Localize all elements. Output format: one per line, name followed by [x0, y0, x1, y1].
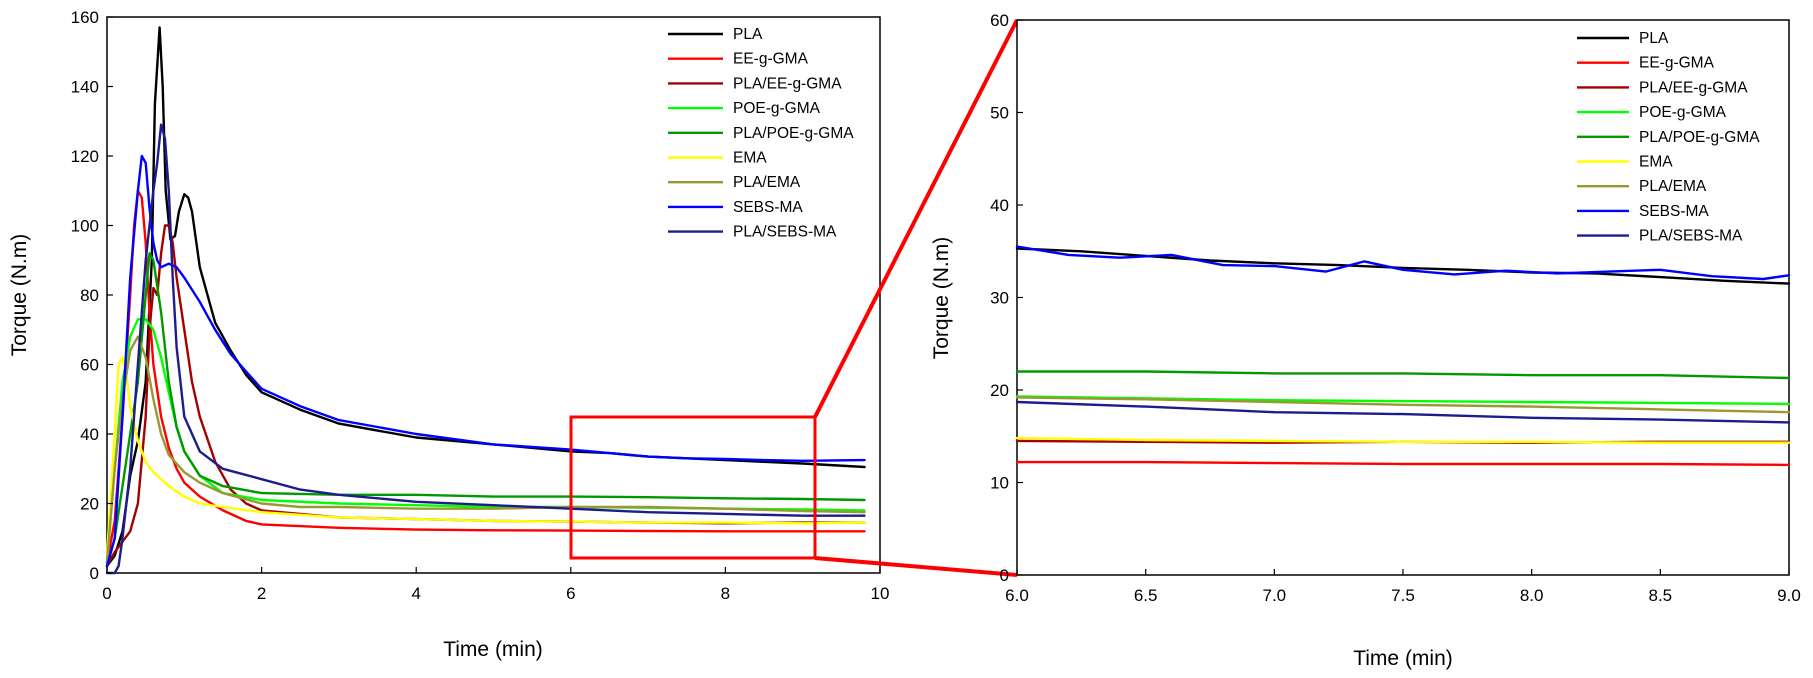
series-line-sebs-ma: [105, 154, 866, 568]
y-tick-label: 20: [80, 495, 99, 514]
zoom-indicator: [569, 19, 1019, 577]
x-tick-label: 7.5: [1391, 586, 1415, 605]
y-tick-label: 120: [71, 147, 99, 166]
y-tick-label: 160: [71, 8, 99, 27]
legend-label: PLA: [733, 26, 763, 43]
series-line-pla-sebs-ma: [1015, 400, 1791, 424]
series-line-pla-sebs-ma: [105, 123, 866, 575]
right-series-group: [1015, 245, 1791, 467]
x-tick-label: 0: [102, 584, 111, 603]
y-tick-label: 80: [80, 286, 99, 305]
right-legend: PLA EE-g-GMA PLA/EE-g-GMA POE-g-GMA PLA/POE-…: [1577, 30, 1760, 245]
legend-label: EMA: [1639, 154, 1673, 171]
zoomed-chart: 0 10 20 30 40 50 60 6.0 6.5 7.0 7.5 8.0 8.5 9.0 Time…: [930, 11, 1801, 670]
x-tick-label: 8.5: [1649, 586, 1673, 605]
series-line-pla-poe-g-gma: [1015, 370, 1791, 380]
zoom-connector-bottom: [814, 556, 1018, 577]
series-line-ema: [1015, 436, 1791, 444]
left-plot-frame: [106, 16, 881, 574]
y-tick-label: 140: [71, 78, 99, 97]
legend-label: PLA/SEBS-MA: [1639, 228, 1743, 245]
right-y-axis-title: Torque (N.m): [930, 237, 953, 360]
x-tick-label: 6: [566, 584, 575, 603]
y-tick-label: 100: [71, 217, 99, 236]
legend-label: EE-g-GMA: [733, 51, 809, 68]
left-y-axis: 0 20 40 60 80 100 120 140 160: [71, 8, 113, 583]
y-tick-label: 0: [90, 564, 99, 583]
y-tick-label: 60: [80, 356, 99, 375]
y-tick-label: 40: [990, 196, 1009, 215]
y-tick-label: 30: [990, 289, 1009, 308]
y-tick-label: 60: [990, 11, 1009, 30]
x-tick-label: 2: [257, 584, 266, 603]
right-x-axis: 6.0 6.5 7.0 7.5 8.0 8.5 9.0: [1005, 569, 1801, 605]
right-plot-frame: [1016, 19, 1790, 576]
legend-label: EE-g-GMA: [1639, 55, 1715, 72]
legend-label: PLA/POE-g-GMA: [733, 125, 854, 142]
legend-label: SEBS-MA: [733, 199, 803, 216]
legend-label: POE-g-GMA: [733, 100, 821, 117]
legend-label: PLA/SEBS-MA: [733, 224, 837, 241]
series-line-sebs-ma: [1015, 245, 1791, 281]
x-tick-label: 10: [871, 584, 890, 603]
x-tick-label: 6.0: [1005, 586, 1029, 605]
legend-label: PLA: [1639, 30, 1669, 47]
x-tick-label: 8.0: [1520, 586, 1544, 605]
x-tick-label: 6.5: [1134, 586, 1158, 605]
x-tick-label: 7.0: [1263, 586, 1287, 605]
legend-label: EMA: [733, 150, 767, 167]
y-tick-label: 50: [990, 104, 1009, 123]
zoom-connector-top: [813, 19, 1019, 418]
y-tick-label: 0: [1000, 566, 1009, 585]
right-y-axis: 0 10 20 30 40 50 60: [990, 11, 1023, 585]
legend-label: PLA/EE-g-GMA: [733, 75, 842, 92]
x-tick-label: 9.0: [1777, 586, 1801, 605]
series-line-pla-ema: [1015, 396, 1791, 414]
y-tick-label: 40: [80, 425, 99, 444]
series-line-pla-ema: [105, 335, 866, 564]
left-x-axis: 0 2 4 6 8 10: [102, 567, 889, 603]
left-x-axis-title: Time (min): [443, 638, 543, 661]
legend-label: PLA/EE-g-GMA: [1639, 79, 1748, 96]
zoom-region-box: [569, 415, 817, 560]
legend-label: PLA/EMA: [1639, 178, 1707, 195]
legend-label: SEBS-MA: [1639, 203, 1709, 220]
x-tick-label: 8: [721, 584, 730, 603]
series-line-ee-g-gma: [1015, 460, 1791, 467]
legend-label: PLA/EMA: [733, 174, 801, 191]
left-legend: PLA EE-g-GMA PLA/EE-g-GMA POE-g-GMA PLA/POE-…: [668, 26, 854, 241]
y-tick-label: 20: [990, 381, 1009, 400]
right-x-axis-title: Time (min): [1353, 647, 1453, 670]
legend-label: POE-g-GMA: [1639, 104, 1727, 121]
left-y-axis-title: Torque (N.m): [8, 234, 31, 357]
y-tick-label: 10: [990, 474, 1009, 493]
legend-label: PLA/POE-g-GMA: [1639, 129, 1760, 146]
full-range-chart: 0 20 40 60 80 100 120 140 160 0 2 4 6 8 10 Time (min)…: [8, 8, 889, 661]
left-series-group: [105, 26, 866, 575]
x-tick-label: 4: [411, 584, 420, 603]
